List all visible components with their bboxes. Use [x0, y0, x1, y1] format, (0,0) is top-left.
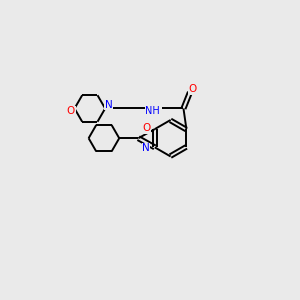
Text: O: O: [188, 84, 196, 94]
Text: N: N: [105, 100, 112, 110]
Text: N: N: [142, 143, 150, 153]
Text: NH: NH: [145, 106, 160, 116]
Text: O: O: [142, 123, 151, 134]
Text: O: O: [67, 106, 75, 116]
